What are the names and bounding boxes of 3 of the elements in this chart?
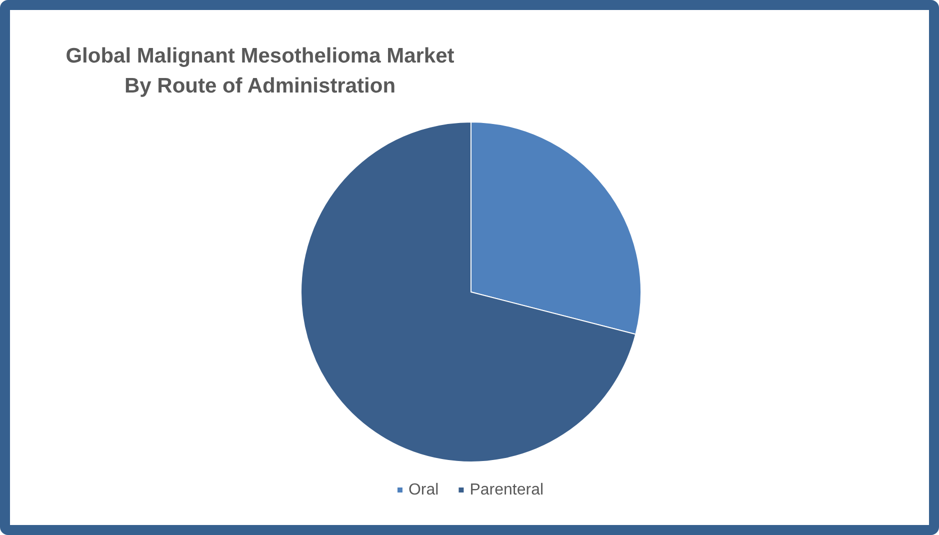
legend-label: Oral	[408, 482, 439, 498]
chart-title: Global Malignant Mesothelioma Market By Route of Administration	[66, 44, 454, 98]
legend-label: Parenteral	[470, 482, 544, 498]
